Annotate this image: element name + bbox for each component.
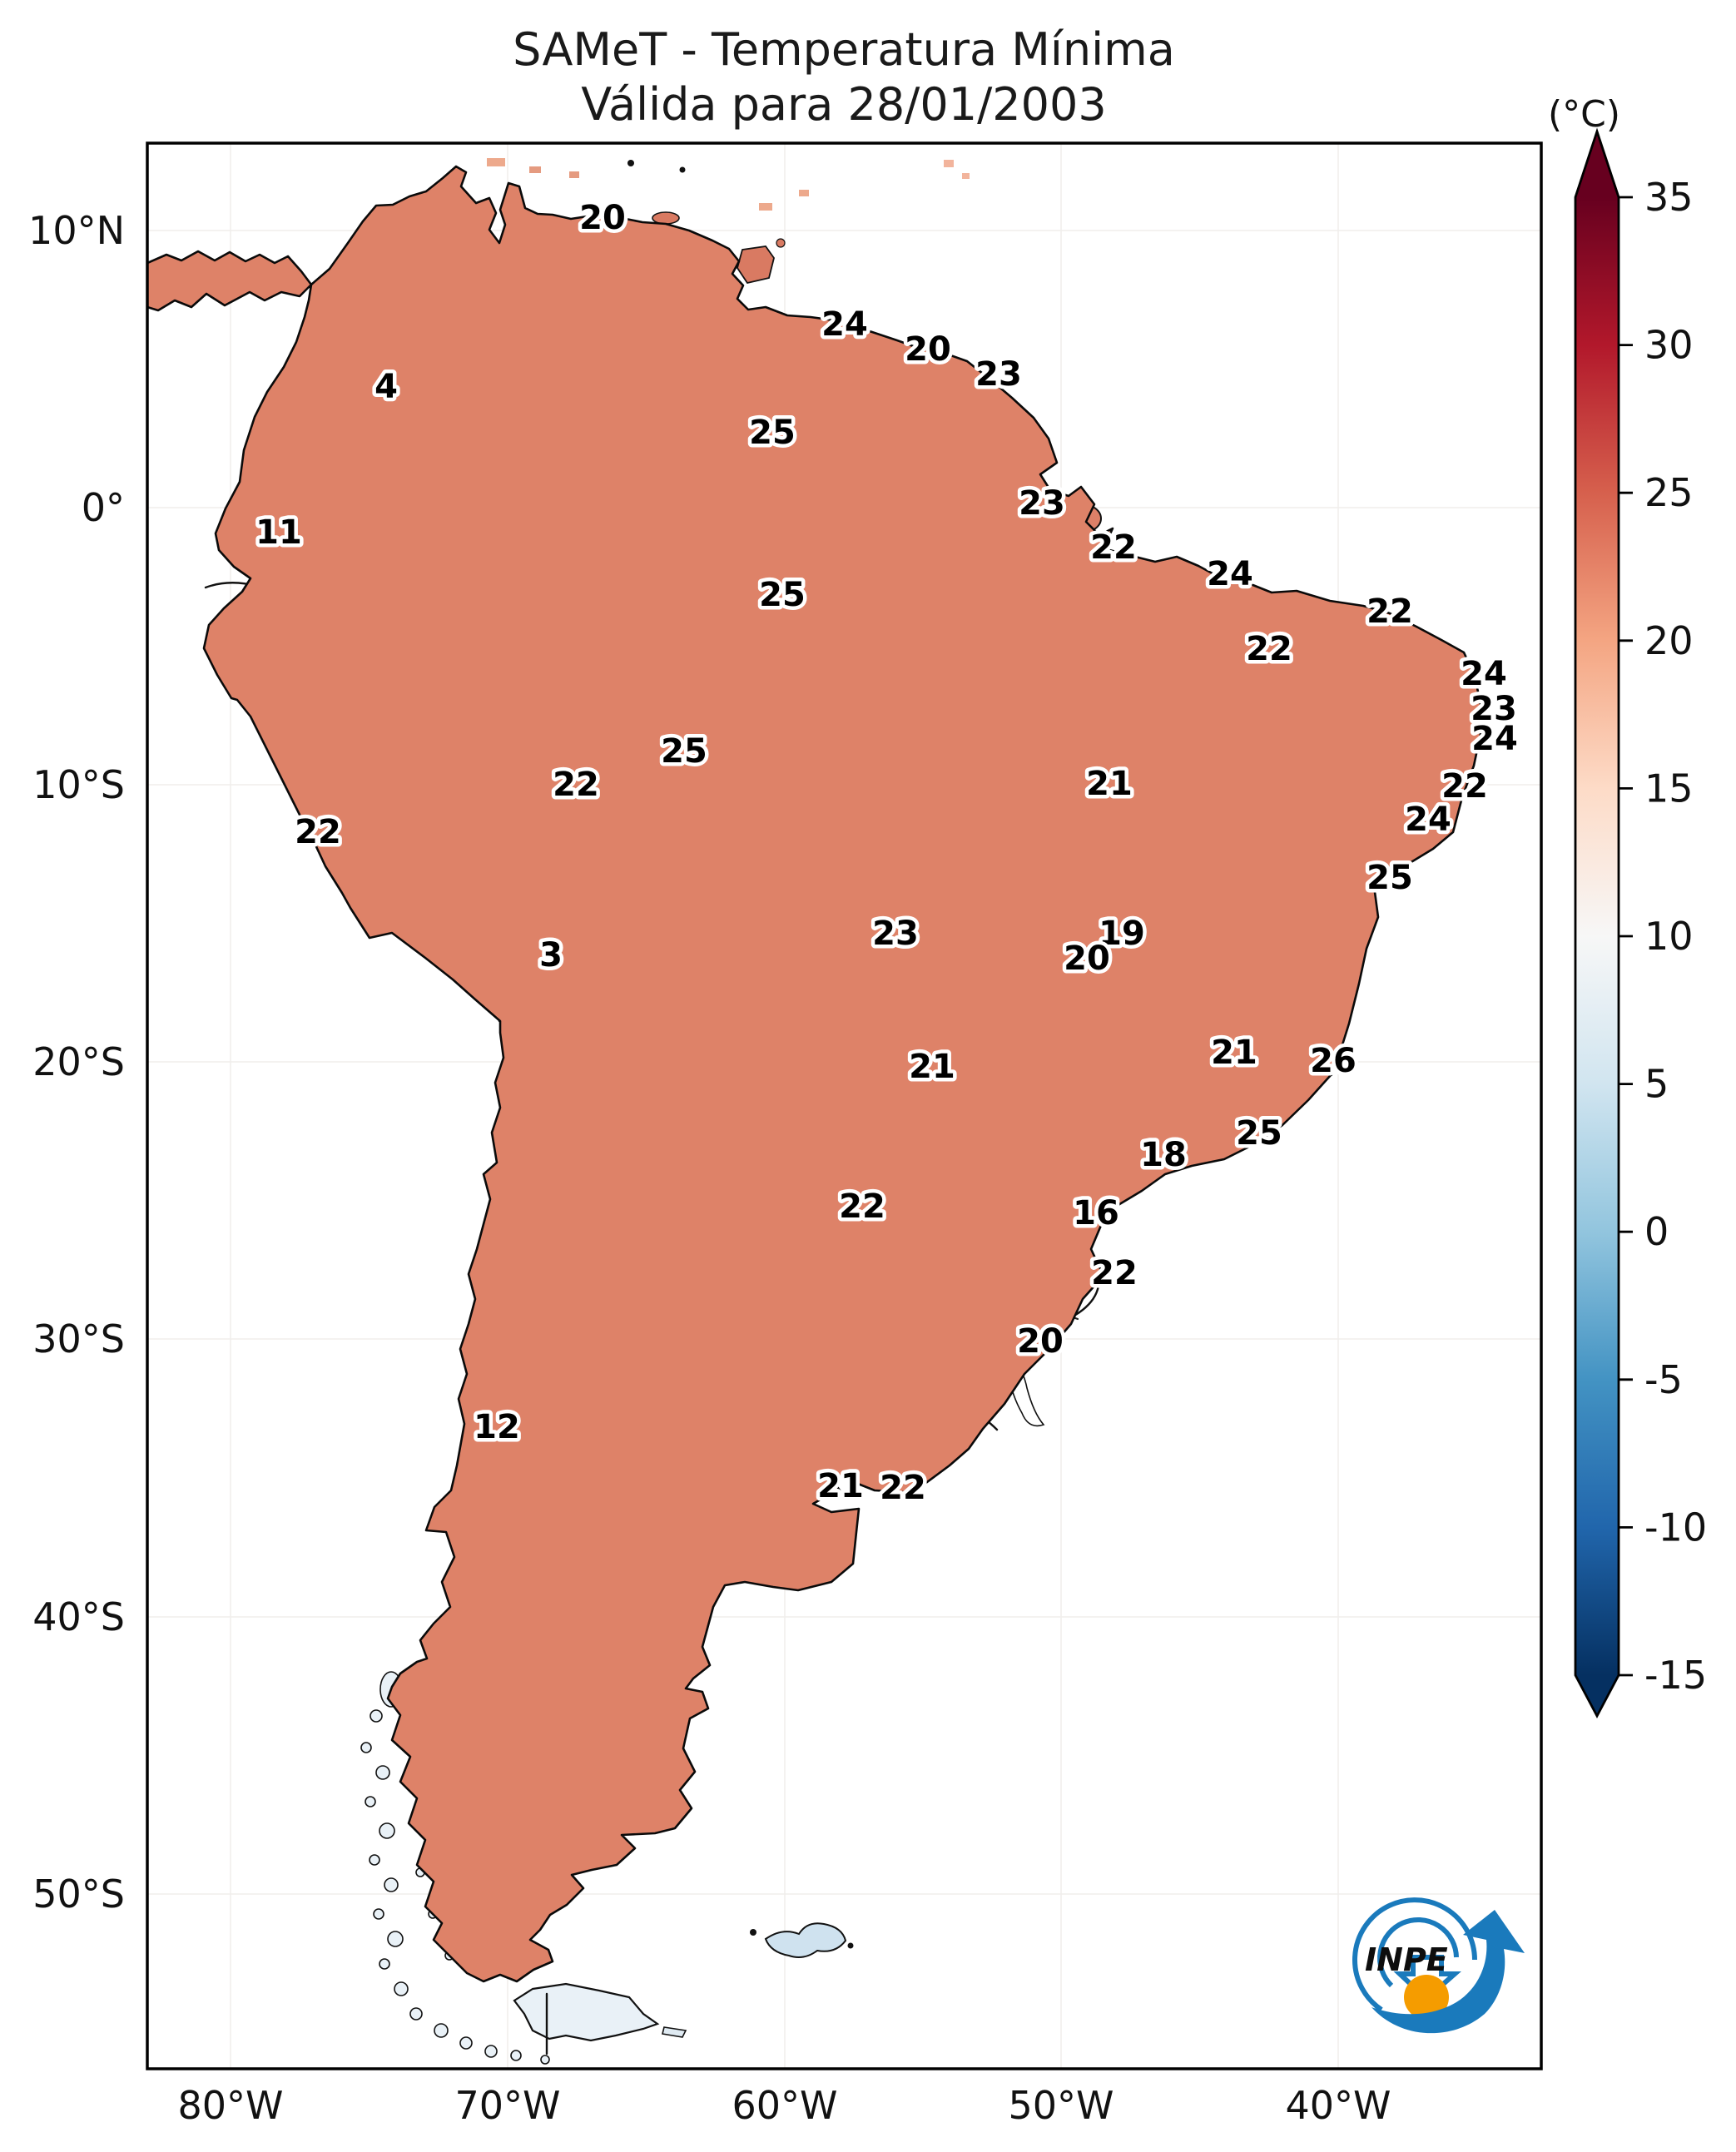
temperature-value-label: 21 xyxy=(817,1467,864,1505)
temperature-value-label: 25 xyxy=(1236,1114,1282,1153)
colorbar-tick-label: -5 xyxy=(1644,1357,1683,1402)
temperature-value-label: 22 xyxy=(553,766,599,804)
lon-tick-label: 70°W xyxy=(454,2083,560,2128)
colorbar-tick-label: 25 xyxy=(1644,470,1694,515)
colorbar: (°C) 35 30 25 20 15 10 5 0 -5 -10 -15 xyxy=(1548,93,1707,1718)
temperature-value-label: 22 xyxy=(1090,528,1137,567)
temperature-value-label: 25 xyxy=(749,414,796,452)
colorbar-tick-label: 20 xyxy=(1644,618,1694,663)
temperature-value-label: 22 xyxy=(1366,593,1413,631)
colorbar-tick-label: 35 xyxy=(1644,175,1694,220)
temperature-value-label: 19 xyxy=(1099,915,1145,953)
temperature-value-label: 22 xyxy=(839,1188,885,1226)
logo-inner-swirl-icon xyxy=(1377,1917,1459,1988)
temperature-value-label: 20 xyxy=(1017,1322,1064,1361)
temperature-value-label: 23 xyxy=(1471,690,1517,728)
temperature-value-label: 21 xyxy=(909,1048,955,1086)
trinidad-island xyxy=(737,245,775,285)
colorbar-tick-label: 0 xyxy=(1644,1209,1669,1254)
lat-tick-label: 30°S xyxy=(32,1316,125,1361)
temperature-value-label: 3 xyxy=(539,936,563,974)
lon-tick-label: 50°W xyxy=(1008,2083,1114,2128)
temperature-value-label: 20 xyxy=(579,199,626,237)
logo-orange-dot-icon xyxy=(1404,1975,1449,2020)
temperature-value-label: 23 xyxy=(975,355,1022,394)
lat-tick-label: 10°S xyxy=(32,762,125,807)
temperature-value-label: 22 xyxy=(1441,767,1488,806)
temperature-value-label: 22 xyxy=(880,1469,926,1507)
map-subtitle: Válida para 28/01/2003 xyxy=(581,78,1106,131)
logo-big-arrow-icon xyxy=(1371,1910,1525,2034)
temperature-value-label: 18 xyxy=(1140,1136,1187,1174)
temperature-value-label: 20 xyxy=(1064,940,1110,978)
temperature-value-label: 12 xyxy=(474,1408,520,1446)
colorbar-tick-label: 15 xyxy=(1644,766,1694,811)
temperature-value-label: 24 xyxy=(1405,801,1451,839)
colorbar-gradient xyxy=(1574,127,1620,1718)
lat-tick-label: 0° xyxy=(82,485,125,530)
temperature-value-label: 23 xyxy=(1019,484,1065,523)
lon-tick-label: 80°W xyxy=(177,2083,283,2128)
colorbar-ticks: 35 30 25 20 15 10 5 0 -5 -10 -15 xyxy=(1619,175,1707,1698)
temperature-value-label: 4 xyxy=(374,368,398,406)
inpe-logo: INPE xyxy=(1352,1897,1525,2034)
temperature-value-label: 25 xyxy=(1366,859,1413,897)
temperature-value-label: 23 xyxy=(872,915,919,953)
map-panel xyxy=(147,143,1541,2069)
lat-tick-label: 10°N xyxy=(28,208,125,253)
map-frame xyxy=(146,141,1543,2070)
temperature-value-label: 22 xyxy=(1246,630,1292,668)
temperature-value-label: 21 xyxy=(1211,1034,1257,1072)
longitude-axis: 80°W 70°W 60°W 50°W 40°W xyxy=(177,2083,1391,2128)
lat-tick-label: 20°S xyxy=(32,1039,125,1084)
temperature-value-label: 24 xyxy=(821,305,868,344)
colorbar-tick-label: -10 xyxy=(1644,1505,1707,1550)
temperature-value-label: 20 xyxy=(905,330,951,369)
temperature-value-label: 26 xyxy=(1310,1042,1357,1080)
temperature-value-label: 21 xyxy=(1086,765,1133,803)
temperature-value-label: 24 xyxy=(1207,555,1253,593)
colorbar-unit: (°C) xyxy=(1548,93,1620,136)
logo-outer-swirl-icon xyxy=(1352,1897,1477,2012)
temperature-value-label: 24 xyxy=(1471,720,1518,758)
lat-tick-label: 50°S xyxy=(32,1872,125,1916)
lon-tick-label: 40°W xyxy=(1285,2083,1391,2128)
temperature-value-label: 22 xyxy=(1091,1254,1138,1292)
map-title: SAMeT - Temperatura Mínima xyxy=(513,23,1175,76)
colorbar-tick-label: 5 xyxy=(1644,1062,1669,1107)
temperature-value-label: 24 xyxy=(1461,655,1507,693)
colorbar-tick-label: 30 xyxy=(1644,323,1694,368)
latitude-axis: 10°N 0° 10°S 20°S 30°S 40°S 50°S xyxy=(28,208,125,1916)
temperature-value-label: 16 xyxy=(1073,1194,1119,1232)
temperature-value-label: 11 xyxy=(255,513,302,552)
lon-tick-label: 60°W xyxy=(732,2083,837,2128)
temperature-value-label: 22 xyxy=(295,813,341,851)
temperature-value-label: 25 xyxy=(661,732,707,771)
colorbar-tick-label: 10 xyxy=(1644,914,1694,959)
falkland-islands xyxy=(764,1922,847,1958)
logo-text: INPE xyxy=(1365,1941,1448,1978)
temperature-value-label: 25 xyxy=(759,576,806,614)
lat-tick-label: 40°S xyxy=(32,1594,125,1639)
colorbar-tick-label: -15 xyxy=(1644,1653,1707,1698)
